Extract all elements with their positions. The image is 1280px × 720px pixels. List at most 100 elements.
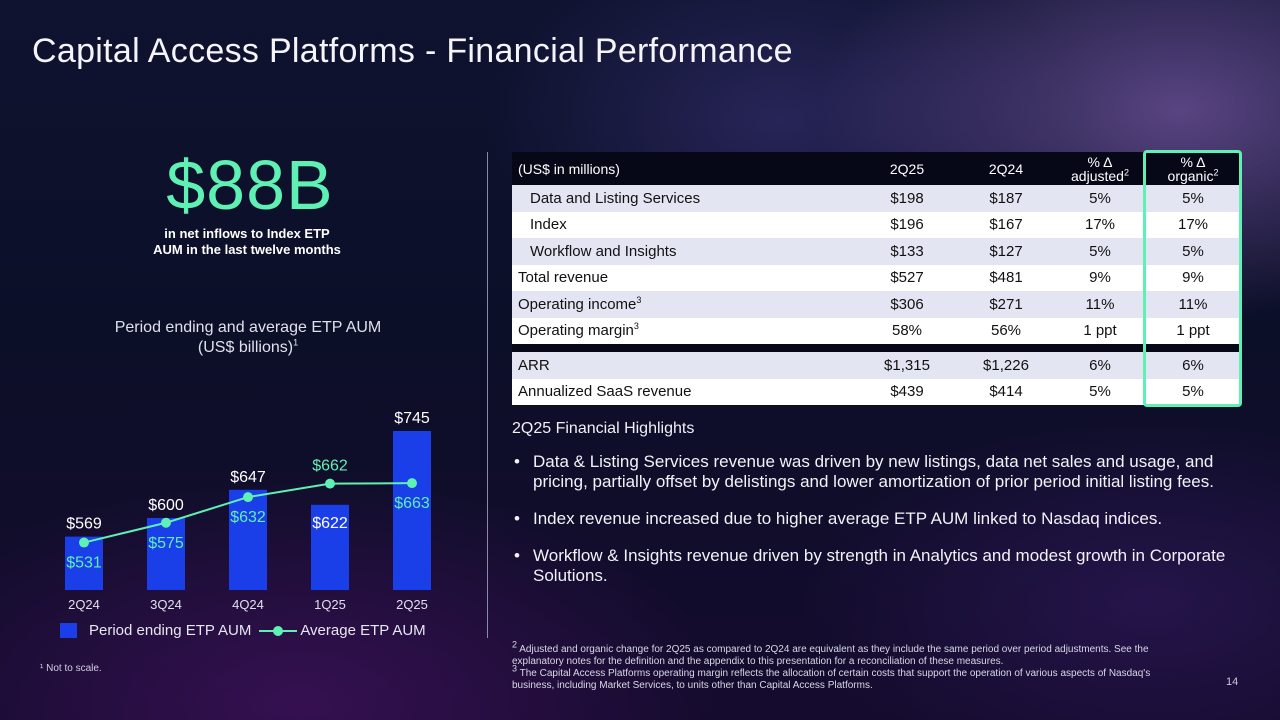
line-data-label: $663 — [394, 495, 430, 512]
chart-title-sup: 1 — [293, 337, 299, 348]
cell-2q24: $1,226 — [958, 352, 1054, 379]
cell-adjusted: 1 ppt — [1054, 317, 1146, 344]
average-aum-point — [325, 478, 335, 489]
table-row: Total revenue $527 $481 9% 9% — [512, 264, 1240, 291]
bar-data-label: $622 — [312, 515, 348, 532]
header-adjusted-line2-wrap: adjusted2 — [1060, 166, 1140, 184]
table-row: Data and Listing Services $198 $187 5% 5… — [512, 185, 1240, 212]
cell-2q25: $439 — [856, 378, 958, 405]
cell-2q25: $527 — [856, 264, 958, 291]
average-aum-point — [161, 517, 171, 528]
highlight-bullet: Data & Listing Services revenue was driv… — [512, 452, 1232, 492]
footnote-not-to-scale: ¹ Not to scale. — [40, 663, 102, 674]
row-label-cell: Operating margin3 — [512, 317, 856, 344]
table-row: Workflow and Insights $133 $127 5% 5% — [512, 238, 1240, 265]
highlight-bullet: Workflow & Insights revenue driven by st… — [512, 546, 1232, 586]
header-label: (US$ in millions) — [512, 152, 856, 185]
line-data-label: $662 — [312, 458, 348, 475]
table-separator — [512, 344, 1240, 352]
table-row: Operating income3 $306 $271 11% 11% — [512, 291, 1240, 318]
line-data-label: $575 — [148, 535, 184, 552]
cell-organic: 11% — [1146, 291, 1240, 318]
headline-value: $88B — [166, 146, 334, 224]
cell-adjusted: 9% — [1054, 264, 1146, 291]
row-label: Operating margin — [518, 322, 634, 340]
etp-aum-chart: 2Q24 3Q24 4Q24 1Q25 2Q25 $569 $531 $600 $575 $647… — [65, 410, 431, 612]
cell-2q24: $127 — [958, 238, 1054, 265]
bar-1Q25 — [311, 504, 349, 590]
row-label-sup: 3 — [636, 294, 642, 305]
header-adjusted-sup: 2 — [1123, 166, 1129, 177]
bar-4Q24 — [229, 489, 267, 590]
page-number: 14 — [1226, 676, 1239, 688]
header-organic-line2-wrap: organic2 — [1152, 166, 1234, 184]
cell-2q25: $196 — [856, 211, 958, 238]
highlights-list: Data & Listing Services revenue was driv… — [512, 452, 1232, 603]
table-row: Annualized SaaS revenue $439 $414 5% 5% — [512, 378, 1240, 405]
table-row: Operating margin3 58% 56% 1 ppt 1 ppt — [512, 317, 1240, 344]
cell-2q25: $1,315 — [856, 352, 958, 379]
footnote-3-sup: 3 — [512, 663, 518, 674]
x-tick-label: 3Q24 — [150, 597, 182, 612]
header-2q24: 2Q24 — [958, 152, 1054, 185]
chart-title-line2: (US$ billions) — [197, 339, 294, 356]
average-aum-point — [407, 478, 417, 489]
cell-2q24: $187 — [958, 185, 1054, 212]
x-tick-label: 4Q24 — [232, 597, 264, 612]
footnote-2-text: Adjusted and organic change for 2Q25 as … — [512, 644, 1149, 667]
cell-organic: 6% — [1146, 352, 1240, 379]
bar-3Q24 — [147, 518, 185, 590]
legend-bar-label: Period ending ETP AUM — [89, 622, 252, 639]
row-label: Workflow and Insights — [512, 238, 856, 265]
cell-adjusted: 5% — [1054, 238, 1146, 265]
cell-adjusted: 17% — [1054, 211, 1146, 238]
bar-data-label: $745 — [394, 410, 430, 427]
x-tick-label: 1Q25 — [314, 597, 346, 612]
cell-2q24: 56% — [958, 317, 1054, 344]
header-2q25: 2Q25 — [856, 152, 958, 185]
header-organic-sup: 2 — [1213, 166, 1219, 177]
header-adjusted-line2: adjusted — [1071, 167, 1124, 184]
bar-data-label: $569 — [66, 516, 102, 533]
chart-legend: Period ending ETP AUM Average ETP AUM — [60, 622, 426, 639]
cell-organic: 1 ppt — [1146, 317, 1240, 344]
cell-adjusted: 5% — [1054, 185, 1146, 212]
table-header-row: (US$ in millions) 2Q25 2Q24 % Δ adjusted… — [512, 152, 1240, 185]
header-adjusted: % Δ adjusted2 — [1054, 152, 1146, 185]
cell-2q25: $198 — [856, 185, 958, 212]
highlight-bullet: Index revenue increased due to higher av… — [512, 509, 1232, 529]
row-label: Annualized SaaS revenue — [512, 378, 856, 405]
bar-data-label: $647 — [230, 469, 266, 486]
cell-2q24: $167 — [958, 211, 1054, 238]
x-tick-label: 2Q25 — [396, 597, 428, 612]
row-label: Data and Listing Services — [512, 185, 856, 212]
legend-line-label: Average ETP AUM — [300, 622, 426, 639]
chart-title: Period ending and average ETP AUM (US$ b… — [60, 318, 436, 358]
header-organic: % Δ organic2 — [1146, 152, 1240, 185]
legend-bar-swatch — [60, 623, 77, 638]
page-title: Capital Access Platforms - Financial Per… — [32, 32, 793, 70]
footnote-2-sup: 2 — [512, 639, 518, 650]
cell-organic: 17% — [1146, 211, 1240, 238]
footnote-3: 3 The Capital Access Platforms operating… — [512, 664, 1172, 692]
average-aum-point — [79, 537, 89, 548]
cell-2q24: $271 — [958, 291, 1054, 318]
cell-2q25: $133 — [856, 238, 958, 265]
cell-2q25: 58% — [856, 317, 958, 344]
bar-2Q25 — [393, 431, 431, 590]
financial-table: (US$ in millions) 2Q25 2Q24 % Δ adjusted… — [512, 152, 1240, 405]
bar-data-label: $600 — [148, 497, 184, 514]
header-organic-line2: organic — [1167, 167, 1214, 184]
cell-adjusted: 11% — [1054, 291, 1146, 318]
cell-2q24: $481 — [958, 264, 1054, 291]
chart-title-line1: Period ending and average ETP AUM — [114, 319, 382, 336]
cell-organic: 9% — [1146, 264, 1240, 291]
row-label: Operating income — [518, 295, 637, 313]
x-tick-label: 2Q24 — [68, 597, 100, 612]
header-organic-line1: % Δ — [1180, 153, 1206, 170]
footnote-3-text: The Capital Access Platforms operating m… — [512, 668, 1151, 691]
row-label-cell: Operating income3 — [512, 291, 856, 318]
footnotes: 2 Adjusted and organic change for 2Q25 a… — [512, 640, 1172, 692]
chart-title-line2-wrap: (US$ billions)1 — [60, 338, 436, 358]
headline-caption: in net inflows to Index ETP AUM in the l… — [153, 226, 341, 257]
